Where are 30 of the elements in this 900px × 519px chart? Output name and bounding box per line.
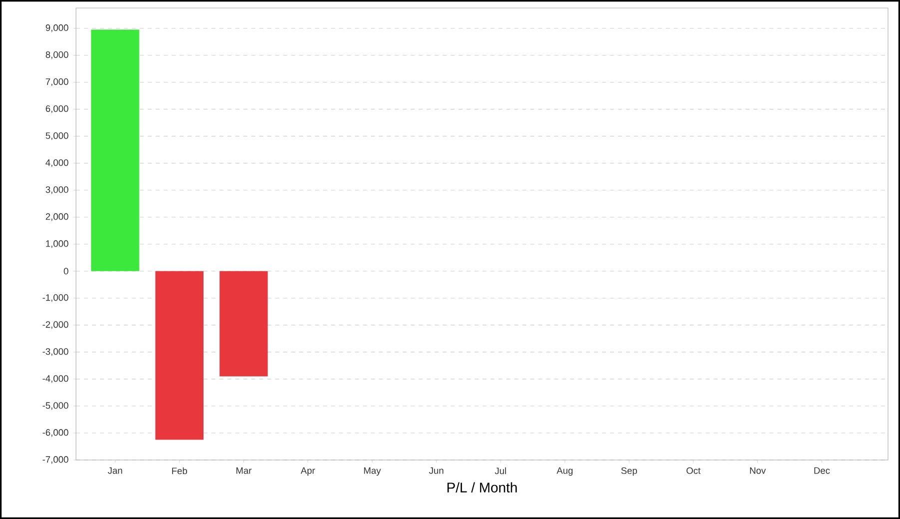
x-tick-label: Jun	[429, 467, 444, 474]
y-tick-label: 8,000	[46, 51, 68, 60]
x-tick-label: May	[364, 467, 381, 476]
y-tick-label: 4,000	[46, 159, 68, 168]
x-tick-label: Nov	[750, 467, 766, 474]
x-tick-label: Dec	[814, 467, 830, 474]
y-tick-label: 9,000	[46, 24, 68, 32]
y-tick-label: 2,000	[46, 213, 68, 221]
y-tick-label: 5,000	[46, 132, 68, 140]
y-tick-label: -3,000	[42, 348, 68, 356]
y-tick-label: 0	[64, 268, 68, 274]
y-tick-label: -6,000	[42, 429, 68, 437]
y-tick-label: 1,000	[46, 240, 68, 248]
y-tick-label: -5,000	[42, 402, 68, 410]
x-tick-label: Apr	[300, 467, 315, 476]
y-tick-label: -1,000	[42, 294, 68, 302]
x-tick-label: Sep	[621, 467, 637, 476]
y-tick-label: 3,000	[46, 186, 68, 194]
y-tick-label: -2,000	[42, 321, 68, 329]
x-tick-label: Jan	[108, 467, 122, 474]
x-axis-title: P/L / Month	[447, 482, 517, 492]
x-tick-label: Jul	[494, 467, 506, 474]
y-tick-label: 6,000	[46, 105, 68, 114]
x-tick-label: Oct	[686, 467, 701, 474]
y-tick-label: 7,000	[46, 78, 68, 86]
x-tick-label: Aug	[556, 467, 573, 476]
y-tick-label: -4,000	[42, 375, 68, 383]
x-tick-label: Mar	[236, 467, 252, 474]
y-tick-label: -7,000	[42, 456, 68, 464]
x-tick-label: Feb	[172, 467, 188, 474]
